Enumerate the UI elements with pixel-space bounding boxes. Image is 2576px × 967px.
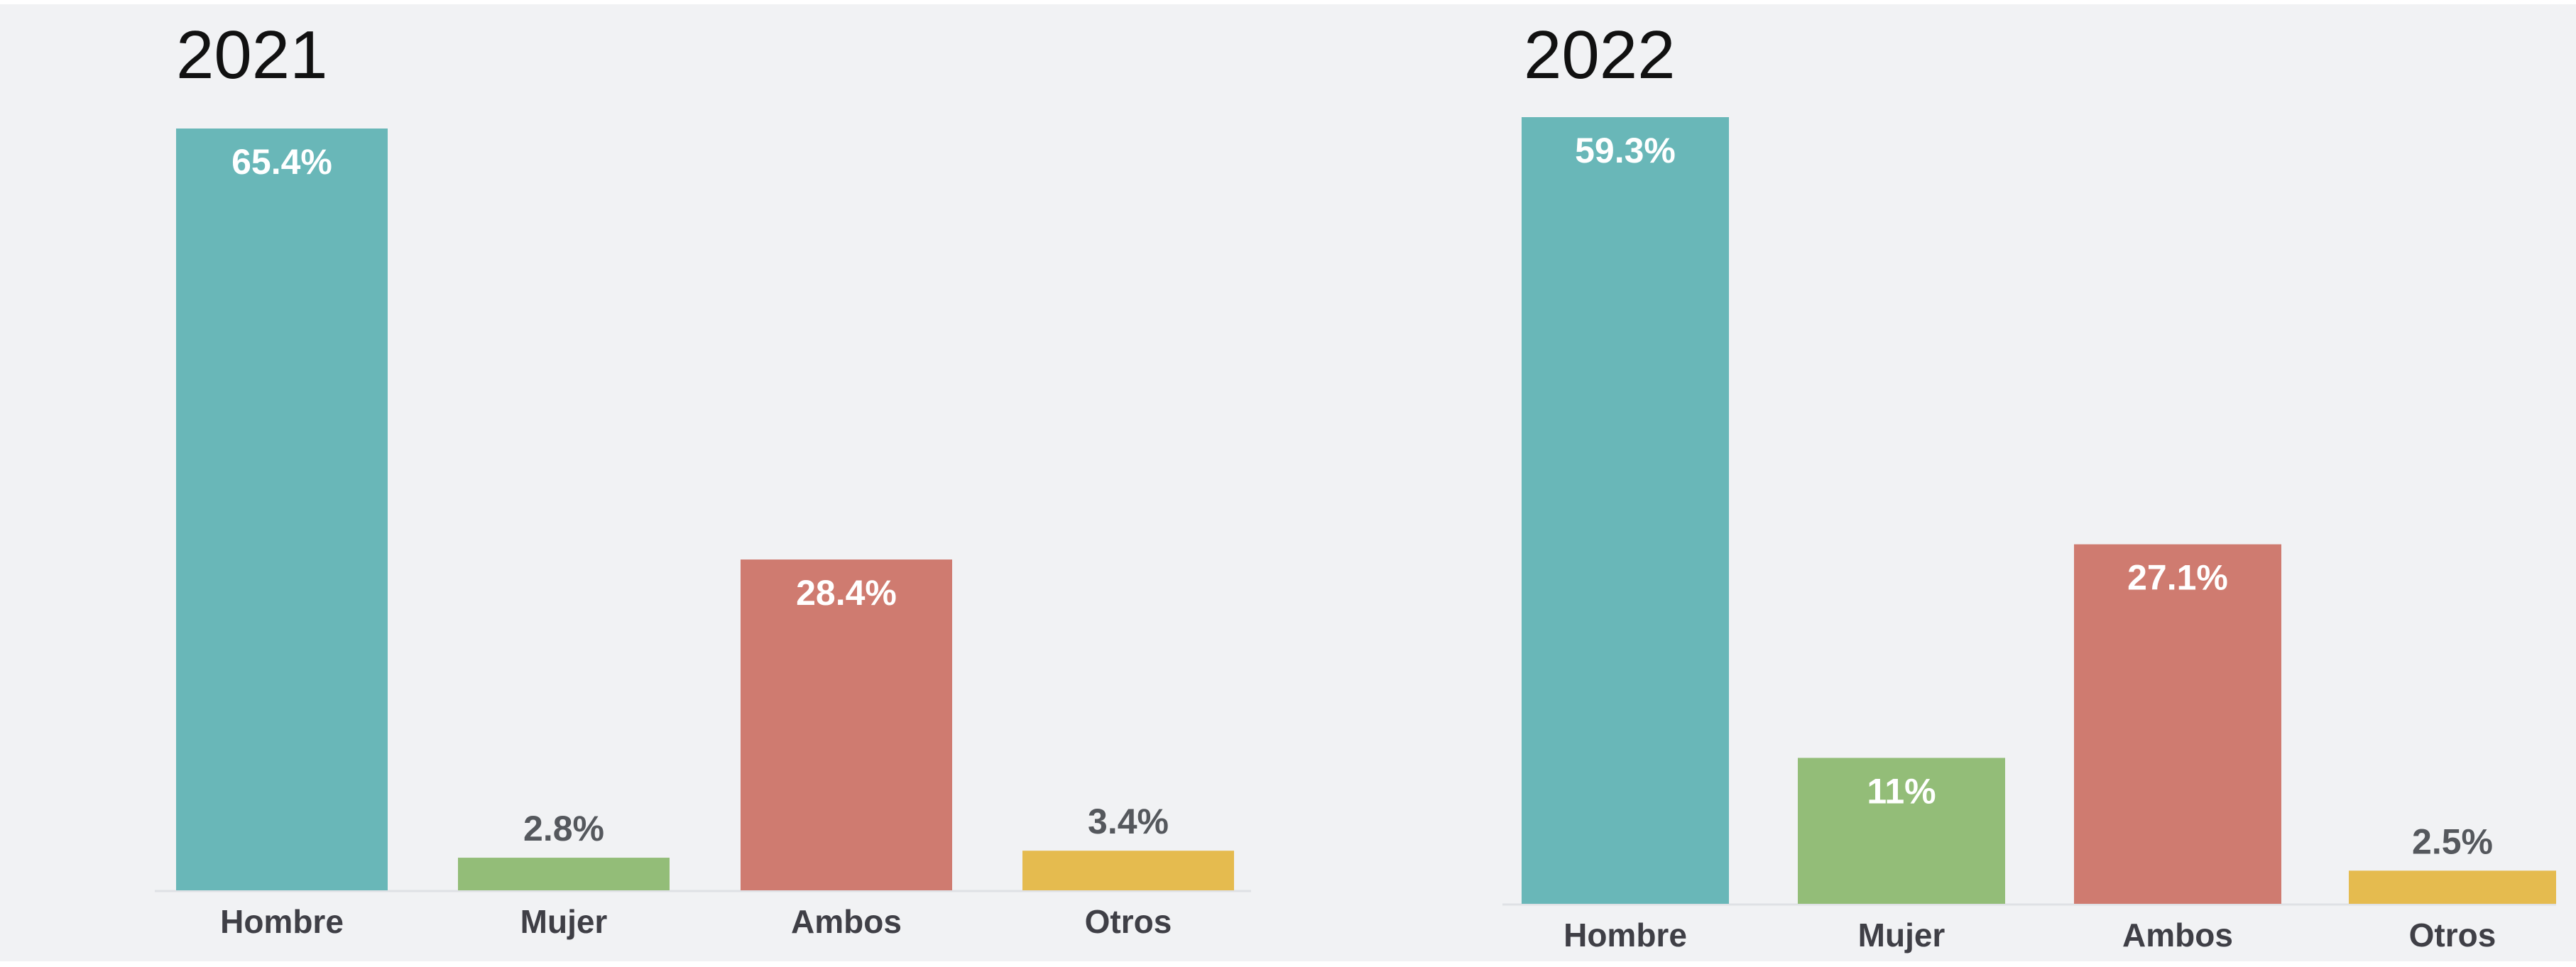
chart-title: 2021 xyxy=(176,17,328,93)
bar-ambos xyxy=(2074,544,2281,904)
x-tick-label-ambos: Ambos xyxy=(791,903,902,940)
data-label-otros: 3.4% xyxy=(1088,802,1169,841)
data-label-ambos: 28.4% xyxy=(796,573,897,613)
chart-2021: 2021 65.4% Hombre 2.8% Mujer 28.4% Ambos 3.4% Ot… xyxy=(155,17,1251,940)
bar-otros xyxy=(1022,851,1234,890)
x-tick-label-mujer: Mujer xyxy=(520,903,608,940)
x-tick-label-hombre: Hombre xyxy=(220,903,344,940)
bar-mujer xyxy=(458,858,670,890)
bar-mujer xyxy=(1798,758,2005,904)
bar-otros xyxy=(2349,870,2556,904)
bar-hombre xyxy=(1522,117,1729,904)
bar-hombre xyxy=(176,129,388,890)
chart-2022: 2022 59.3% Hombre 11% Mujer 27.1% Ambos 2.5% Otr… xyxy=(1502,17,2556,954)
x-tick-label-otros: Otros xyxy=(1085,903,1172,940)
data-label-hombre: 59.3% xyxy=(1575,131,1676,170)
chart-title: 2022 xyxy=(1524,17,1676,93)
data-label-otros: 2.5% xyxy=(2412,821,2493,861)
x-tick-label-otros: Otros xyxy=(2409,917,2496,954)
x-tick-label-mujer: Mujer xyxy=(1858,917,1945,954)
data-label-ambos: 27.1% xyxy=(2127,558,2228,598)
data-label-mujer: 11% xyxy=(1867,771,1936,811)
data-label-hombre: 65.4% xyxy=(231,142,332,182)
x-tick-label-hombre: Hombre xyxy=(1563,917,1687,954)
x-tick-label-ambos: Ambos xyxy=(2122,917,2233,954)
bar-ambos xyxy=(741,559,952,890)
data-label-mujer: 2.8% xyxy=(523,809,604,848)
